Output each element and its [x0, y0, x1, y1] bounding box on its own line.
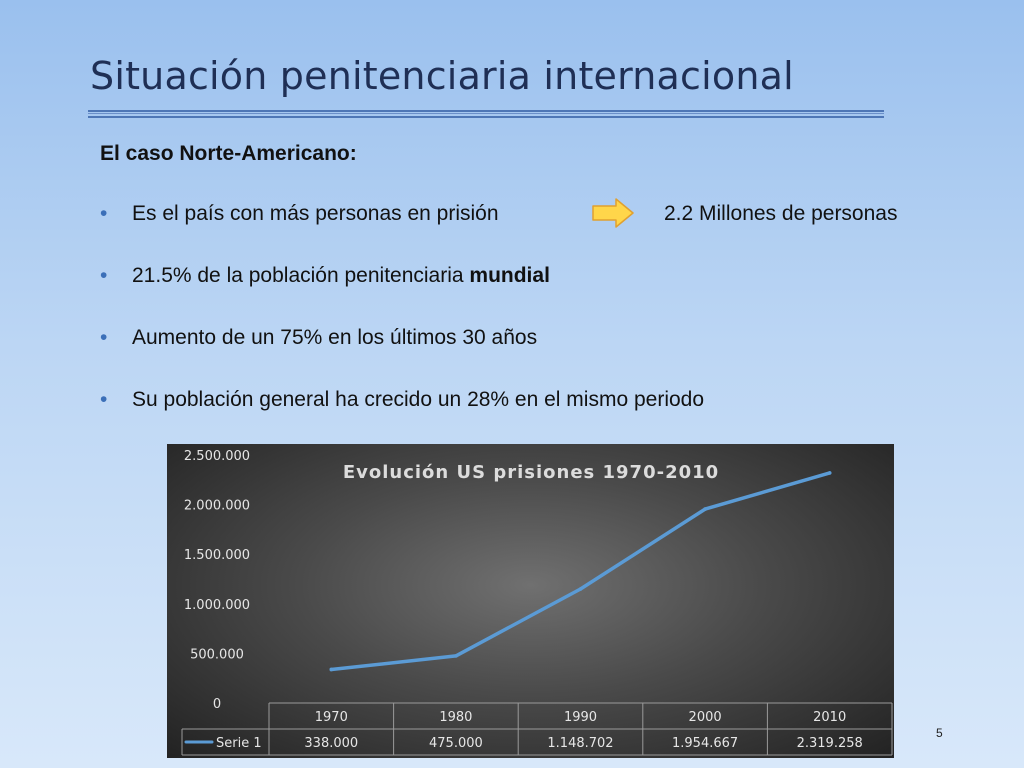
bullet-2-text: 21.5% de la población penitenciaria	[132, 264, 470, 287]
slide-title: Situación penitenciaria internacional	[90, 54, 794, 98]
bullet-2-bold-text: mundial	[469, 264, 550, 287]
right-arrow-icon	[592, 198, 634, 228]
data-table-value: 1.954.667	[672, 736, 738, 751]
bullet-marker: •	[100, 202, 108, 225]
data-table-value: 2.319.258	[797, 736, 863, 751]
series-line	[329, 471, 832, 672]
data-table-value: 1.148.702	[547, 736, 613, 751]
page-number: 5	[936, 726, 943, 740]
data-point	[454, 654, 458, 658]
bullet-marker: •	[100, 388, 108, 411]
data-point	[329, 667, 334, 672]
bullet-3-text: Aumento de un 75% en los últimos 30 años	[132, 326, 538, 349]
x-category-label: 2010	[813, 710, 846, 725]
x-category-label: 1970	[315, 710, 348, 725]
bullet-4-text: Su población general ha crecido un 28% e…	[132, 388, 705, 411]
bullet-1-value: 2.2 Millones de personas	[664, 202, 898, 225]
y-tick-label: 1.500.000	[184, 548, 250, 563]
data-table-value: 475.000	[429, 736, 483, 751]
y-tick-label: 500.000	[190, 647, 244, 662]
data-point	[827, 471, 832, 475]
y-tick-label: 1.000.000	[184, 598, 250, 613]
y-tick-label: 0	[213, 697, 221, 712]
data-table-value: 338.000	[304, 736, 358, 751]
bullet-1-text: Es el país con más personas en prisión	[132, 202, 499, 225]
y-tick-label: 2.500.000	[184, 449, 250, 464]
bullet-marker: •	[100, 264, 108, 287]
bullet-item-2: • 21.5% de la población penitenciaria mun…	[100, 264, 550, 288]
prison-population-chart: Evolución US prisiones 1970-2010 0 500.000…	[167, 444, 894, 758]
bullet-item-1: • Es el país con más personas en prisión	[100, 202, 499, 226]
data-point	[703, 507, 707, 511]
bullet-marker: •	[100, 326, 108, 349]
slide-subtitle: El caso Norte-Americano:	[100, 142, 357, 165]
chart-title: Evolución US prisiones 1970-2010	[343, 462, 719, 483]
y-tick-label: 2.000.000	[184, 499, 250, 514]
legend-series-name: Serie 1	[216, 736, 262, 751]
bullet-item-4: • Su población general ha crecido un 28% …	[100, 388, 704, 412]
title-divider	[88, 110, 884, 118]
x-category-label: 1990	[564, 710, 597, 725]
x-category-label: 1980	[439, 710, 472, 725]
bullet-item-3: • Aumento de un 75% en los últimos 30 año…	[100, 326, 537, 350]
data-point	[578, 587, 583, 591]
chart-canvas: Evolución US prisiones 1970-2010 0 500.000…	[181, 449, 893, 756]
x-category-label: 2000	[689, 710, 722, 725]
